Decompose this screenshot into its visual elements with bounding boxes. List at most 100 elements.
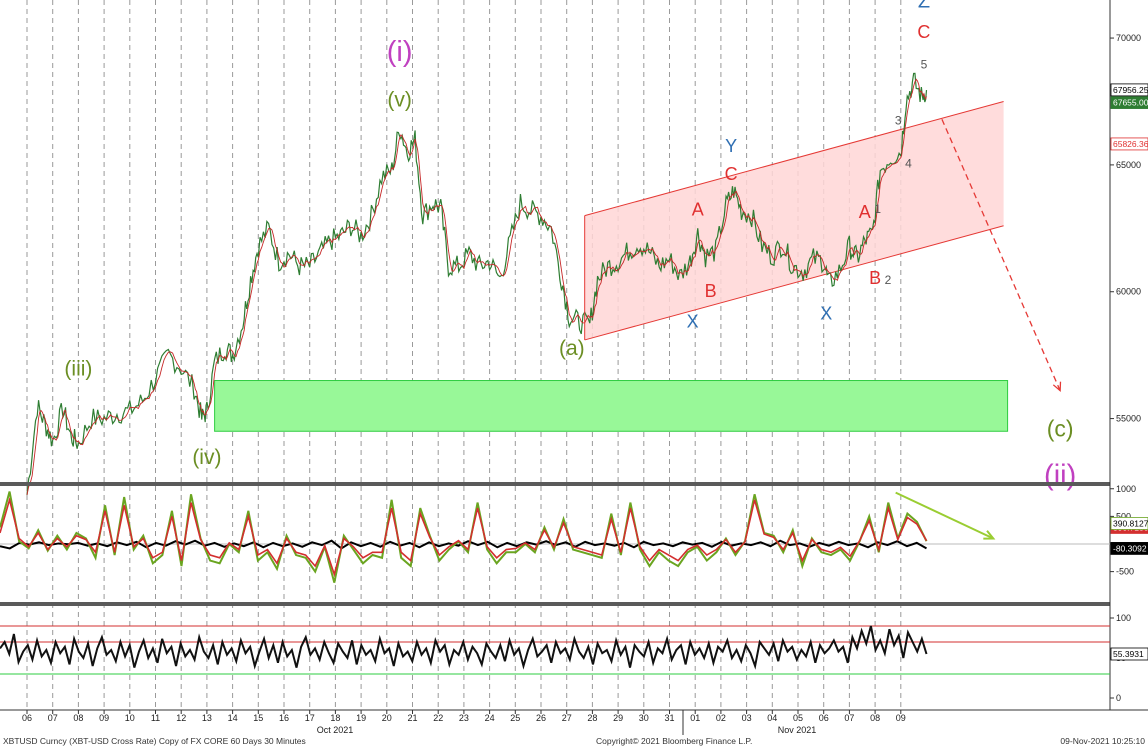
wave-label: B xyxy=(705,281,717,301)
x-tick-label: 18 xyxy=(330,713,340,723)
x-tick-label: 25 xyxy=(510,713,520,723)
y-tick-label: 55000 xyxy=(1116,414,1141,424)
rsi-tag: 55.3931 xyxy=(1113,649,1144,659)
oscillator-green-line xyxy=(0,491,928,583)
wave-label: 1 xyxy=(874,202,881,216)
x-tick-label: 07 xyxy=(48,713,58,723)
wave-label: 3 xyxy=(895,113,902,127)
wave-label: 2 xyxy=(885,273,892,287)
wave-label: (v) xyxy=(387,89,412,112)
month-label: Oct 2021 xyxy=(317,725,354,735)
x-tick-label: 04 xyxy=(767,713,777,723)
wave-label: (c) xyxy=(1047,415,1074,441)
x-tick-label: 17 xyxy=(305,713,315,723)
osc-tag-b: -80.3092 xyxy=(1113,543,1147,553)
x-tick-label: 08 xyxy=(73,713,83,723)
x-tick-label: 13 xyxy=(202,713,212,723)
osc-tag-a-box xyxy=(1110,517,1148,530)
projection-arrowhead xyxy=(1052,381,1062,393)
osc-y-tick-label: -500 xyxy=(1116,567,1134,577)
x-tick-label: 02 xyxy=(716,713,726,723)
support-zone xyxy=(214,380,1009,432)
channel-upper-line xyxy=(584,100,1004,217)
oscillator-histogram-line xyxy=(0,539,927,550)
month-label: Nov 2021 xyxy=(778,725,817,735)
x-tick-label: 28 xyxy=(587,713,597,723)
x-tick-label: 21 xyxy=(407,713,417,723)
x-tick-label: 11 xyxy=(151,713,160,723)
x-tick-label: 10 xyxy=(125,713,135,723)
y-tick-label: 70000 xyxy=(1116,33,1141,43)
x-tick-label: 14 xyxy=(228,713,238,723)
x-tick-label: 12 xyxy=(176,713,186,723)
rsi-tag-box xyxy=(1110,647,1148,661)
price-panel: (iii)(iv)(i)(v)(a)ABXYCXAB12345CZ(b)(c)(… xyxy=(26,0,1076,495)
x-tick-label: 16 xyxy=(279,713,289,723)
x-tick-label: 24 xyxy=(485,713,495,723)
x-tick-label: 09 xyxy=(896,713,906,723)
channel-lower-line xyxy=(584,225,1004,341)
wave-label: 4 xyxy=(905,156,912,170)
osc-tag-b-box xyxy=(1110,542,1148,555)
x-axis: 06 07 08 09 10 11 12 13 14 15 16 17 18 19 20 21 22 23 24 25… xyxy=(22,710,906,735)
wave-label: X xyxy=(820,304,832,324)
price-candles-line xyxy=(26,72,928,495)
x-tick-label: 03 xyxy=(742,713,752,723)
wave-label: C xyxy=(725,164,738,184)
osc-y-tick-label: 1000 xyxy=(1116,484,1136,494)
oscillator-panel xyxy=(0,491,1110,583)
footer-copyright: Copyright© 2021 Bloomberg Finance L.P. xyxy=(596,736,752,746)
wave-label: Y xyxy=(725,136,737,156)
x-tick-label: 20 xyxy=(382,713,392,723)
wave-label: (i) xyxy=(387,36,413,68)
y-tick-label: 60000 xyxy=(1116,287,1141,297)
x-tick-label: 07 xyxy=(844,713,854,723)
wave-label: A xyxy=(692,200,704,220)
x-tick-label: 29 xyxy=(613,713,623,723)
price-tag-hidden: 67655.00 xyxy=(1113,98,1148,108)
x-tick-label: 06 xyxy=(22,713,32,723)
panel-separator-1 xyxy=(0,482,1110,486)
x-tick-label: 09 xyxy=(99,713,109,723)
wave-label: Z xyxy=(918,0,930,13)
x-tick-label: 01 xyxy=(690,713,700,723)
wave-label: A xyxy=(859,202,871,222)
oscillator-trend-arrow xyxy=(895,491,994,540)
rsi-panel xyxy=(0,625,1110,675)
level-tag-box xyxy=(1110,137,1148,151)
value-tags: 67655.0067956.2565826.36390.7130390.8127… xyxy=(1110,83,1148,661)
x-tick-label: 15 xyxy=(253,713,263,723)
wave-label: (iv) xyxy=(192,446,221,469)
wave-labels: (iii)(iv)(i)(v)(a)ABXYCXAB12345CZ(b)(c)(… xyxy=(64,0,1076,492)
wave-label: 5 xyxy=(921,57,928,71)
price-tag-hidden-box xyxy=(1110,96,1148,109)
footer-timestamp: 09-Nov-2021 10:25:10 xyxy=(1060,736,1145,746)
x-tick-label: 08 xyxy=(870,713,880,723)
x-tick-label: 26 xyxy=(536,713,546,723)
y-tick-label: 65000 xyxy=(1116,160,1141,170)
rsi-line xyxy=(0,625,928,670)
panel-separator-2 xyxy=(0,602,1110,606)
wave-label: X xyxy=(687,311,699,331)
vertical-gridlines xyxy=(26,0,902,710)
x-tick-label: 06 xyxy=(819,713,829,723)
x-tick-label: 23 xyxy=(459,713,469,723)
x-tick-label: 05 xyxy=(793,713,803,723)
x-tick-label: 30 xyxy=(639,713,649,723)
footer-security-title: XBTUSD Curncy (XBT-USD Cross Rate) Copy … xyxy=(3,736,306,746)
x-tick-label: 22 xyxy=(433,713,443,723)
wave-label: C xyxy=(917,22,930,42)
osc-y-tick-label: 500 xyxy=(1116,511,1131,521)
x-tick-label: 19 xyxy=(356,713,366,723)
price-moving-line xyxy=(26,78,927,495)
osc-tag-a: 390.8127 xyxy=(1113,518,1148,528)
price-tag-last: 67956.25 xyxy=(1113,85,1148,95)
wave-label: (ii) xyxy=(1044,460,1076,492)
x-tick-label: 31 xyxy=(664,713,674,723)
wave-label: (a) xyxy=(559,337,585,360)
rsi-y-tick-label: 0 xyxy=(1116,693,1121,703)
wave-label: B xyxy=(869,268,881,288)
wave-label: (iii) xyxy=(64,357,92,380)
price-tag-last-box xyxy=(1110,83,1148,97)
